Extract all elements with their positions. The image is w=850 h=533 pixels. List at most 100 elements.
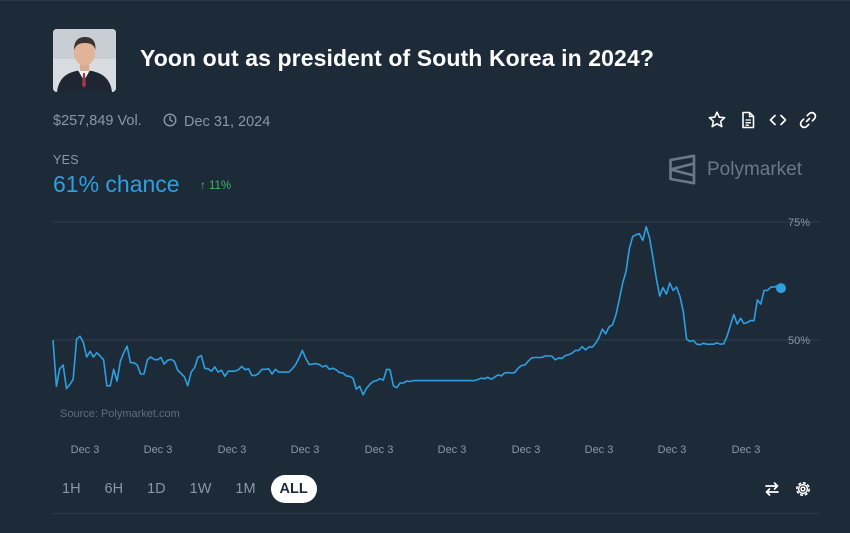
data-point <box>312 364 313 365</box>
data-point <box>325 365 326 366</box>
market-avatar <box>53 29 116 92</box>
y-axis-labels: 75% 50% <box>788 217 810 347</box>
market-title: Yoon out as president of South Korea in … <box>140 45 654 71</box>
data-point <box>673 290 674 291</box>
data-point <box>410 381 411 382</box>
data-point <box>187 385 188 386</box>
data-point <box>760 304 761 305</box>
data-point <box>477 379 478 380</box>
chart-line-layer <box>52 225 782 396</box>
data-point <box>679 296 680 297</box>
x-tick-label: Dec 3 <box>144 444 173 456</box>
polymarket-logo-mark <box>669 154 696 185</box>
change-indicator: ↑ 11% <box>200 180 231 192</box>
data-point <box>349 376 350 377</box>
data-point <box>234 371 235 372</box>
data-point <box>612 324 613 325</box>
range-button-all[interactable]: ALL <box>270 475 317 503</box>
top-border <box>0 0 850 1</box>
data-point <box>332 368 333 369</box>
data-point <box>52 339 53 340</box>
data-point <box>491 379 492 380</box>
data-point <box>393 385 394 386</box>
data-point <box>753 320 754 321</box>
data-point <box>636 234 637 235</box>
x-tick-label: Dec 3 <box>512 444 541 456</box>
data-point <box>575 350 576 351</box>
range-button-6h[interactable]: 6H <box>104 481 124 497</box>
data-point <box>413 380 414 381</box>
range-button-1m[interactable]: 1M <box>235 481 256 497</box>
data-point <box>730 325 731 326</box>
range-button-1d[interactable]: 1D <box>147 481 166 497</box>
x-axis-labels: Dec 3 Dec 3 Dec 3 Dec 3 Dec 3 Dec 3 Dec 3 Dec 3… <box>71 444 761 456</box>
data-point <box>609 326 610 327</box>
data-point <box>363 394 364 395</box>
document-icon[interactable] <box>738 110 758 130</box>
data-point <box>154 359 155 360</box>
data-point <box>116 381 117 382</box>
data-point <box>214 366 215 367</box>
link-icon[interactable] <box>798 110 818 130</box>
data-point <box>100 355 101 356</box>
data-point <box>83 342 84 343</box>
data-point <box>737 323 738 324</box>
range-button-1h[interactable]: 1H <box>62 481 81 497</box>
star-icon[interactable] <box>707 110 727 130</box>
clock-icon <box>163 113 177 131</box>
data-point <box>470 380 471 381</box>
data-point <box>642 240 643 241</box>
data-point <box>191 372 192 373</box>
data-point <box>282 372 283 373</box>
data-point <box>248 368 249 369</box>
data-point <box>288 372 289 373</box>
data-point <box>298 357 299 358</box>
data-point <box>686 339 687 340</box>
data-point <box>275 369 276 370</box>
data-point <box>160 357 161 358</box>
data-point <box>565 355 566 356</box>
data-point <box>319 364 320 365</box>
data-point <box>720 344 721 345</box>
data-point <box>113 369 114 370</box>
data-point <box>716 342 717 343</box>
outcome-label: YES <box>53 153 79 167</box>
data-point <box>177 370 178 371</box>
data-point <box>467 380 468 381</box>
data-point <box>194 367 195 368</box>
data-point <box>295 364 296 365</box>
data-point <box>622 283 623 284</box>
x-tick-label: Dec 3 <box>732 444 761 456</box>
data-point <box>538 357 539 358</box>
data-point <box>464 380 465 381</box>
data-point <box>170 359 171 360</box>
data-point <box>649 237 650 238</box>
data-point <box>245 369 246 370</box>
data-point <box>440 380 441 381</box>
data-point <box>167 360 168 361</box>
price-chart[interactable]: 75%50% Dec 3 Dec 3 Dec 3 Dec 3 Dec 3 Dec 3 Dec… <box>0 205 850 460</box>
x-tick-label: Dec 3 <box>71 444 100 456</box>
gear-icon[interactable] <box>793 479 813 499</box>
data-point <box>346 375 347 376</box>
data-point <box>450 380 451 381</box>
data-point <box>265 369 266 370</box>
data-point <box>561 358 562 359</box>
data-point <box>457 380 458 381</box>
range-button-1w[interactable]: 1W <box>189 481 212 497</box>
data-point <box>238 369 239 370</box>
data-point <box>157 359 158 360</box>
data-point <box>373 381 374 382</box>
data-point <box>713 344 714 345</box>
data-point <box>437 380 438 381</box>
data-point <box>487 377 488 378</box>
data-point <box>66 388 67 389</box>
code-icon[interactable] <box>768 110 788 130</box>
chart-grid <box>53 221 820 341</box>
data-point <box>494 377 495 378</box>
data-point <box>528 361 529 362</box>
data-point <box>518 368 519 369</box>
data-point <box>666 294 667 295</box>
data-point <box>555 359 556 360</box>
swap-icon[interactable] <box>762 479 782 499</box>
